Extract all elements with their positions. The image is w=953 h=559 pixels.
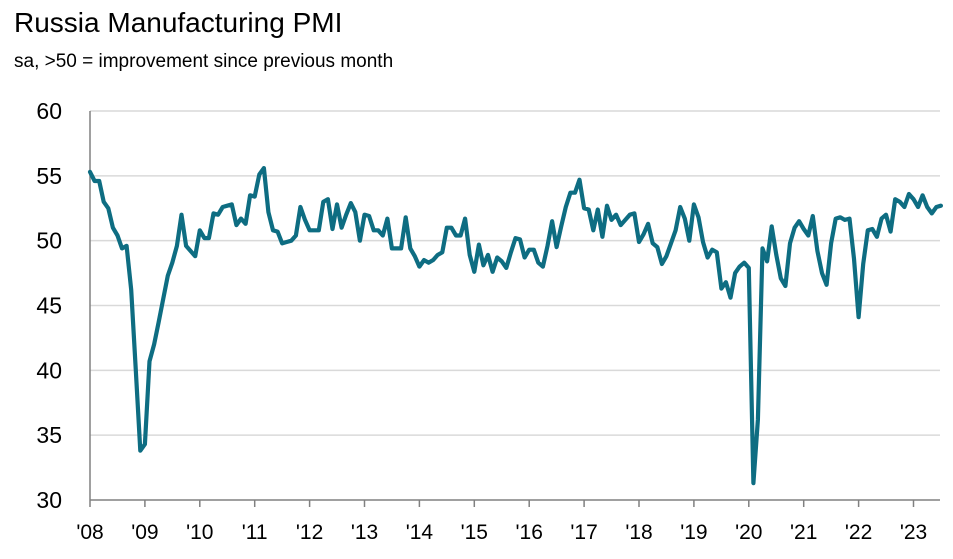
x-tick-label: '08 [76,521,103,544]
x-tick-label: '22 [845,521,872,544]
y-tick-label: 45 [36,293,62,319]
x-tick-label: '18 [625,521,652,544]
y-tick-label: 50 [36,228,62,254]
x-tick-label: '20 [735,521,762,544]
x-tick-label: '23 [900,521,927,544]
x-tick-label: '14 [406,521,434,544]
y-tick-label: 30 [36,487,62,513]
x-tick-label: '09 [131,521,158,544]
x-tick-label: '13 [351,521,378,544]
chart-title: Russia Manufacturing PMI [14,7,343,38]
y-tick-label: 55 [36,163,62,189]
x-tick-label: '10 [186,521,213,544]
y-tick-label: 40 [36,357,62,383]
x-tick-label: '16 [516,521,543,544]
x-tick-label: '19 [680,521,707,544]
x-tick-label: '21 [790,521,817,544]
y-tick-label: 60 [36,98,62,124]
x-axis-ticks: '08 '09 '10 '11 '12 '13 '14 '15 '16 '17 '18 '19 '20 '… [76,500,927,544]
x-tick-label: '15 [461,521,488,544]
y-tick-label: 35 [36,422,62,448]
series-group [87,166,944,486]
x-tick-label: '12 [296,521,323,544]
x-tick-label: '11 [242,521,268,544]
series-line-0 [87,166,944,486]
x-tick-label: '17 [570,521,597,544]
gridlines [90,110,940,436]
chart-subtitle: sa, >50 = improvement since previous mon… [14,51,394,72]
y-axis-ticks: 60 55 50 45 40 35 30 [36,98,62,513]
